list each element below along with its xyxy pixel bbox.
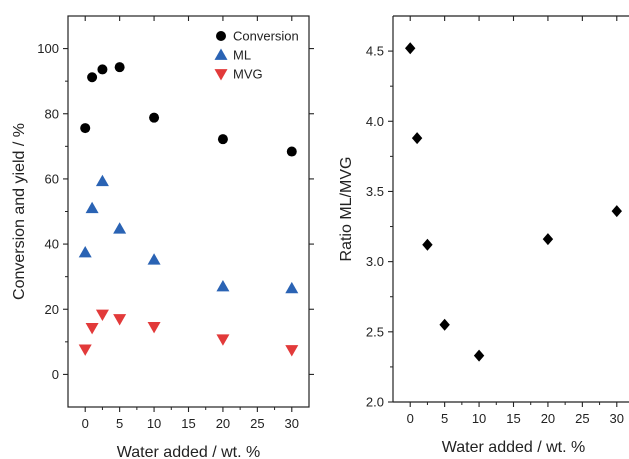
data-point bbox=[87, 72, 98, 83]
data-point bbox=[97, 64, 108, 75]
plot-frame bbox=[67, 15, 310, 408]
x-tick-label: 25 bbox=[575, 411, 589, 426]
x-tick-label: 30 bbox=[285, 416, 299, 431]
data-point bbox=[216, 334, 230, 346]
x-tick-label: 30 bbox=[610, 411, 624, 426]
series-ratio-points bbox=[405, 42, 622, 362]
y-tick-label: 0 bbox=[52, 367, 59, 382]
y-tick-label: 3.5 bbox=[366, 184, 384, 199]
y-tick-label: 20 bbox=[45, 302, 59, 317]
data-point bbox=[147, 253, 161, 265]
data-point bbox=[95, 174, 109, 187]
y-tick-label: 4.0 bbox=[366, 114, 384, 129]
x-tick-label: 5 bbox=[441, 411, 448, 426]
y-axis-label: Ratio ML/MVG bbox=[338, 157, 355, 262]
legend-marker bbox=[214, 48, 228, 60]
data-point bbox=[149, 112, 160, 123]
series-conversion-points bbox=[80, 62, 297, 157]
x-tick-label: 20 bbox=[541, 411, 555, 426]
data-point bbox=[217, 134, 228, 145]
data-point bbox=[113, 222, 127, 234]
x-tick-label: 5 bbox=[116, 416, 123, 431]
data-point bbox=[78, 246, 92, 258]
y-tick-label: 80 bbox=[45, 106, 59, 121]
series-ml-points bbox=[78, 174, 299, 294]
legend: Conversion ML MVG bbox=[214, 29, 299, 82]
y-tick-label: 3.0 bbox=[366, 254, 384, 269]
x-tick-label: 10 bbox=[472, 411, 486, 426]
conversion-yield-chart: 0 5 10 15 20 25 30 0 20 40 60 80 100 Water added / wt… bbox=[11, 15, 314, 459]
x-tick-label: 25 bbox=[250, 416, 264, 431]
y-tick-label: 60 bbox=[45, 171, 59, 186]
data-point bbox=[85, 201, 99, 214]
y-tick-label: 40 bbox=[45, 237, 59, 252]
legend-label: MVG bbox=[233, 67, 263, 82]
data-point bbox=[422, 238, 433, 251]
ratio-chart: 0 5 10 15 20 25 30 2.0 2.5 3.0 3.5 4.0 4.5 Water adde… bbox=[338, 15, 629, 456]
x-tick-label: 0 bbox=[82, 416, 89, 431]
data-point bbox=[439, 318, 450, 331]
data-point bbox=[114, 62, 125, 73]
y-tick-label: 2.0 bbox=[366, 395, 384, 410]
data-point bbox=[542, 233, 554, 246]
data-point bbox=[411, 132, 423, 145]
data-point bbox=[85, 322, 99, 335]
x-tick-label: 15 bbox=[181, 416, 195, 431]
x-axis-label: Water added / wt. % bbox=[117, 444, 260, 459]
data-point bbox=[285, 345, 299, 357]
y-axis-label: Conversion and yield / % bbox=[11, 123, 28, 300]
legend-label: ML bbox=[233, 48, 251, 63]
data-point bbox=[113, 314, 127, 326]
x-axis-label: Water added / wt. % bbox=[442, 439, 585, 456]
y-tick-label: 2.5 bbox=[366, 324, 384, 339]
y-tick-label: 4.5 bbox=[366, 44, 384, 59]
data-point bbox=[405, 42, 416, 55]
data-point bbox=[286, 146, 297, 157]
data-point bbox=[147, 321, 161, 334]
data-point bbox=[216, 279, 230, 292]
data-point bbox=[285, 281, 299, 294]
data-point bbox=[80, 123, 91, 134]
x-tick-label: 20 bbox=[216, 416, 230, 431]
data-point bbox=[95, 309, 109, 321]
y-tick-label: 100 bbox=[37, 41, 59, 56]
series-mvg-points bbox=[78, 309, 299, 357]
x-tick-label: 10 bbox=[147, 416, 161, 431]
legend-marker bbox=[216, 31, 226, 41]
x-tick-label: 15 bbox=[506, 411, 520, 426]
legend-marker bbox=[214, 69, 228, 81]
data-point bbox=[473, 349, 485, 362]
data-point bbox=[78, 344, 92, 356]
x-tick-label: 0 bbox=[407, 411, 414, 426]
data-point bbox=[611, 205, 622, 218]
legend-label: Conversion bbox=[233, 29, 299, 44]
